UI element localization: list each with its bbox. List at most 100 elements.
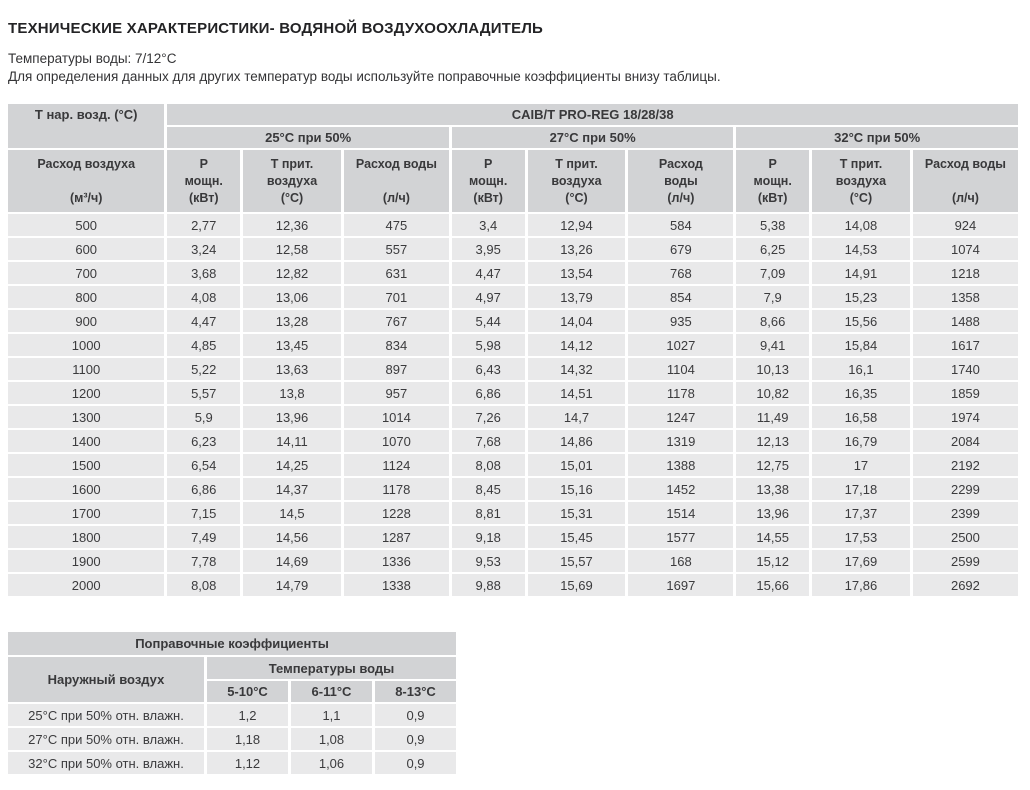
value-cell: 15,23: [812, 286, 910, 308]
coeff-group-header-row: Наружный воздух Температуры воды: [8, 657, 457, 702]
value-cell: 14,5: [243, 502, 341, 524]
value-cell: 6,43: [451, 358, 525, 380]
value-cell: 7,15: [167, 502, 241, 524]
airflow-value-cell: 1800: [8, 526, 165, 548]
coeff-title-row: Поправочные коэффициенты: [8, 632, 457, 655]
value-cell: 13,63: [243, 358, 341, 380]
value-cell: 13,28: [243, 310, 341, 332]
group-header-32c: 32°С при 50%: [736, 127, 1018, 148]
value-cell: 1452: [628, 478, 734, 500]
value-cell: 7,26: [451, 406, 525, 428]
value-cell: 1178: [628, 382, 734, 404]
spec-table: Т нар. возд. (°C) CAIB/T PRO-REG 18/28/3…: [5, 102, 1021, 598]
coefficients-table: Поправочные коэффициенты Наружный воздух…: [5, 630, 459, 776]
value-cell: 17,18: [812, 478, 910, 500]
value-cell: 15,31: [527, 502, 626, 524]
value-cell: 1617: [912, 334, 1018, 356]
coeff-row-label: 27°С при 50% отн. влажн.: [8, 728, 204, 750]
value-cell: 14,86: [527, 430, 626, 452]
value-cell: 9,88: [451, 574, 525, 596]
airflow-value-cell: 2000: [8, 574, 165, 596]
value-cell: 3,4: [451, 214, 525, 236]
col-header-line: (кВт): [757, 190, 788, 205]
value-cell: 15,01: [527, 454, 626, 476]
outdoor-temp-header: Т нар. возд. (°C): [8, 104, 165, 148]
table-row: 1800 7,49 14,56 1287 9,18 15,45 1577 14,55 17,53…: [8, 526, 1018, 548]
coefficients-table-body: 25°С при 50% отн. влажн. 1,2 1,1 0,9 27°С пр…: [8, 704, 457, 774]
value-cell: 6,23: [167, 430, 241, 452]
value-cell: 1014: [343, 406, 449, 428]
value-cell: 10,13: [736, 358, 809, 380]
table-row: 1400 6,23 14,11 1070 7,68 14,86 1319 12,13 16,79…: [8, 430, 1018, 452]
value-cell: 3,95: [451, 238, 525, 260]
col-header-line: (°С): [849, 190, 873, 205]
col-header-group1-col2: Расход воды (л/ч): [628, 150, 734, 212]
value-cell: 5,38: [736, 214, 809, 236]
value-cell: 1027: [628, 334, 734, 356]
value-cell: 12,94: [527, 214, 626, 236]
page-title: ТЕХНИЧЕСКИЕ ХАРАКТЕРИСТИКИ- ВОДЯНОЙ ВОЗД…: [8, 20, 544, 37]
table-row: 1900 7,78 14,69 1336 9,53 15,57 168 15,12 17,69 2…: [8, 550, 1018, 572]
value-cell: 14,32: [527, 358, 626, 380]
col-header-line: Т прит.: [270, 156, 314, 171]
value-cell: 15,84: [812, 334, 910, 356]
value-cell: 1074: [912, 238, 1018, 260]
coeff-row: 32°С при 50% отн. влажн. 1,12 1,06 0,9: [8, 752, 457, 774]
value-cell: 16,58: [812, 406, 910, 428]
value-cell: 13,79: [527, 286, 626, 308]
value-cell: 1514: [628, 502, 734, 524]
col-header-line: мощн.: [469, 173, 508, 188]
col-header-line: Р: [484, 156, 493, 171]
coeff-column-header-row: 5-10°С 6-11°С 8-13°С: [8, 681, 457, 702]
table-row: 1500 6,54 14,25 1124 8,08 15,01 1388 12,75 17 219…: [8, 454, 1018, 476]
col-header-line: мощн.: [184, 173, 223, 188]
value-cell: 1388: [628, 454, 734, 476]
col-header-group0-col2: Расход воды (л/ч): [343, 150, 449, 212]
value-cell: 14,08: [812, 214, 910, 236]
value-cell: 9,18: [451, 526, 525, 548]
value-cell: 5,98: [451, 334, 525, 356]
value-cell: 15,56: [812, 310, 910, 332]
table-row: 2000 8,08 14,79 1338 9,88 15,69 1697 15,66 17,86…: [8, 574, 1018, 596]
coeff-value-cell: 1,08: [291, 728, 372, 750]
water-temps-header: Температуры воды: [207, 657, 457, 679]
value-cell: 15,69: [527, 574, 626, 596]
airflow-header-line1: Расход воздуха: [37, 156, 136, 171]
value-cell: 924: [912, 214, 1018, 236]
value-cell: 1247: [628, 406, 734, 428]
value-cell: 14,51: [527, 382, 626, 404]
table-row: 1600 6,86 14,37 1178 8,45 15,16 1452 13,38 17,18…: [8, 478, 1018, 500]
value-cell: 897: [343, 358, 449, 380]
value-cell: 7,09: [736, 262, 809, 284]
coeff-value-cell: 0,9: [375, 752, 457, 774]
value-cell: 2599: [912, 550, 1018, 572]
airflow-value-cell: 1700: [8, 502, 165, 524]
coeff-row: 27°С при 50% отн. влажн. 1,18 1,08 0,9: [8, 728, 457, 750]
value-cell: 17,53: [812, 526, 910, 548]
coeff-row: 25°С при 50% отн. влажн. 1,2 1,1 0,9: [8, 704, 457, 726]
value-cell: 8,08: [167, 574, 241, 596]
value-cell: 2192: [912, 454, 1018, 476]
value-cell: 7,78: [167, 550, 241, 572]
model-header-row: Т нар. возд. (°C) CAIB/T PRO-REG 18/28/3…: [8, 104, 1018, 148]
value-cell: 4,47: [167, 310, 241, 332]
value-cell: 1336: [343, 550, 449, 572]
airflow-value-cell: 800: [8, 286, 165, 308]
value-cell: 1338: [343, 574, 449, 596]
outdoor-air-header: Наружный воздух: [8, 657, 204, 702]
col-header-line: (л/ч): [667, 190, 695, 205]
airflow-value-cell: 1600: [8, 478, 165, 500]
value-cell: 15,57: [527, 550, 626, 572]
value-cell: 5,9: [167, 406, 241, 428]
value-cell: 1859: [912, 382, 1018, 404]
value-cell: 17,69: [812, 550, 910, 572]
value-cell: 3,68: [167, 262, 241, 284]
table-row: 700 3,68 12,82 631 4,47 13,54 768 7,09 14,91 1218: [8, 262, 1018, 284]
value-cell: 4,08: [167, 286, 241, 308]
value-cell: 13,54: [527, 262, 626, 284]
value-cell: 17,37: [812, 502, 910, 524]
value-cell: 14,7: [527, 406, 626, 428]
col-header-line: [915, 173, 1016, 190]
